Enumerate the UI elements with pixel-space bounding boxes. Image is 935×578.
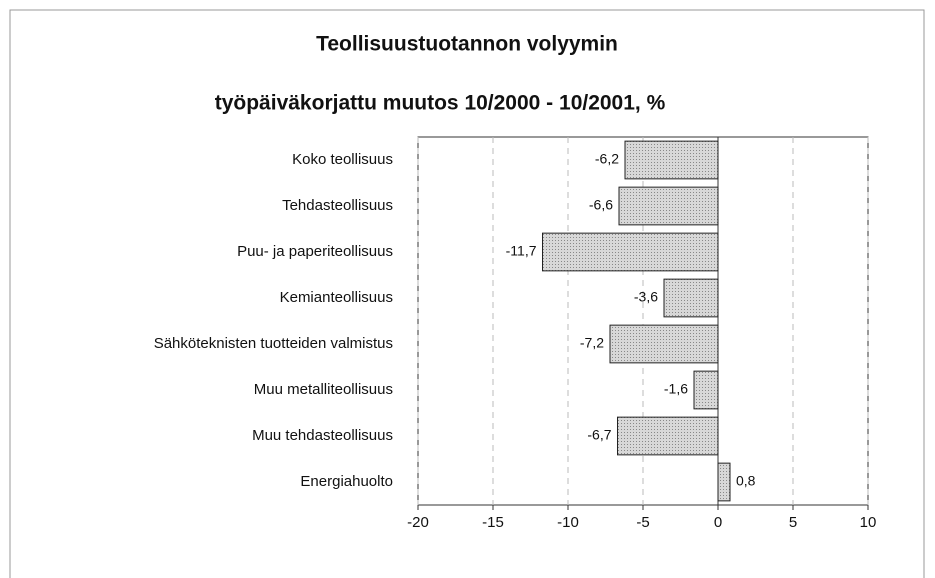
value-label: -3,6: [634, 289, 658, 305]
value-label: -6,6: [589, 197, 613, 213]
bar: [717, 462, 731, 502]
y-tick-label: Tehdasteollisuus: [282, 197, 393, 214]
chart-subtitle: työpäiväkorjattu muutos 10/2000 - 10/200…: [215, 92, 666, 115]
x-tick-label: -10: [557, 514, 579, 531]
value-label: 0,8: [736, 473, 756, 489]
bar: [542, 232, 719, 272]
x-tick-label: 10: [860, 514, 877, 531]
y-tick-label: Sähköteknisten tuotteiden valmistus: [154, 335, 393, 352]
chart-title: Teollisuustuotannon volyymin: [316, 33, 618, 56]
value-label: -11,7: [506, 243, 537, 259]
x-tick-label: 5: [789, 514, 797, 531]
x-tick-label: -20: [407, 514, 429, 531]
y-tick-label: Muu metalliteollisuus: [254, 381, 393, 398]
x-tick-label: -15: [482, 514, 504, 531]
bar: [693, 370, 719, 410]
bar: [609, 324, 719, 364]
value-label: -1,6: [664, 381, 688, 397]
y-tick-label: Kemianteollisuus: [280, 289, 393, 306]
y-tick-label: Puu- ja paperiteollisuus: [237, 243, 393, 260]
x-tick-label: -5: [636, 514, 649, 531]
bar: [624, 140, 719, 180]
y-tick-label: Energiahuolto: [300, 473, 393, 490]
value-label: -6,7: [587, 427, 611, 443]
bar: [618, 186, 719, 226]
y-tick-label: Muu tehdasteollisuus: [252, 427, 393, 444]
x-tick-label: 0: [714, 514, 722, 531]
bar: [617, 416, 719, 456]
value-label: -7,2: [580, 335, 604, 351]
value-label: -6,2: [595, 151, 619, 167]
y-tick-label: Koko teollisuus: [292, 151, 393, 168]
bar: [663, 278, 719, 318]
frame: [9, 9, 925, 578]
